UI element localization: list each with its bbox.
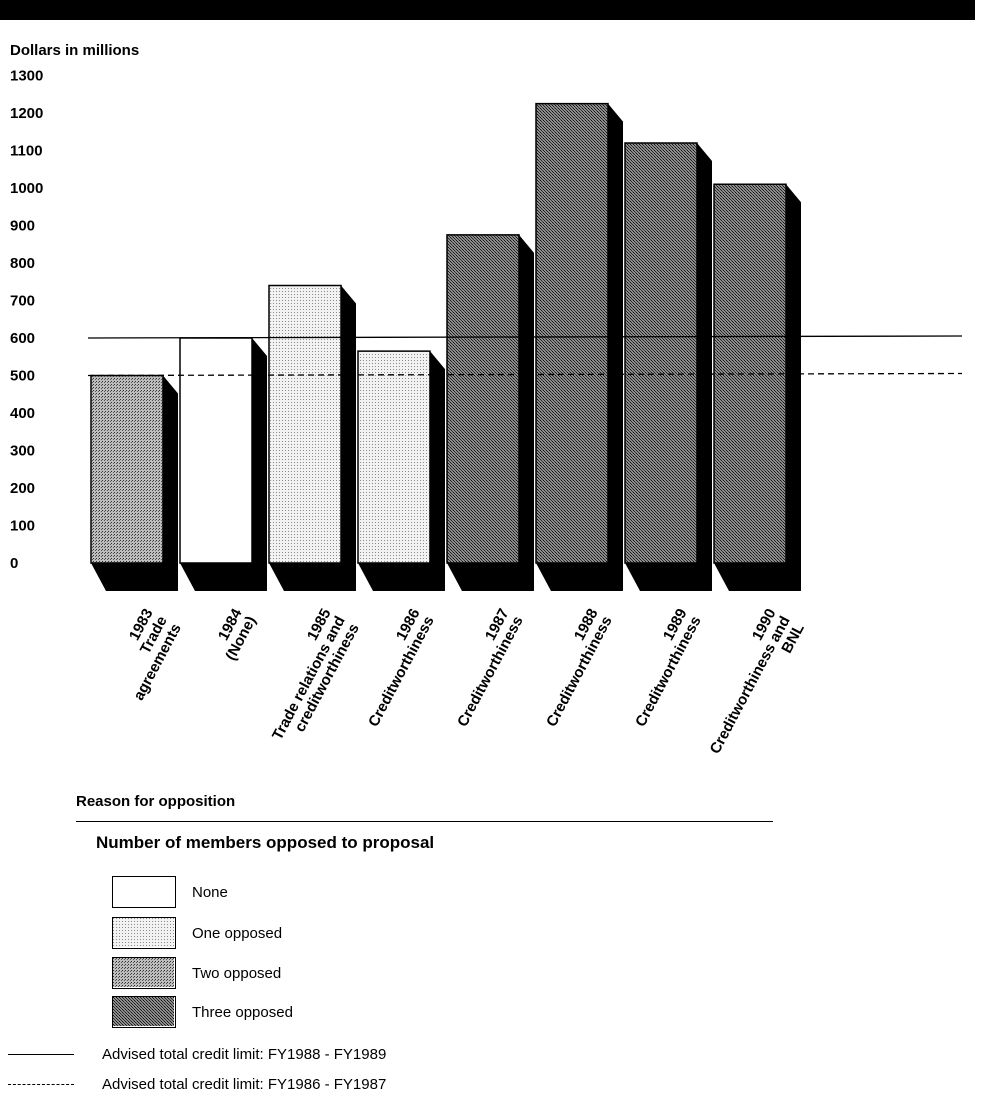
x-tick-label: 1983Tradeagreements — [102, 606, 185, 703]
bar-side — [608, 103, 623, 591]
legend-swatch-two-opposed — [112, 957, 176, 989]
bar-base — [358, 563, 445, 591]
y-tick-label: 500 — [10, 368, 35, 385]
bar — [90, 374, 164, 564]
y-tick-label: 1200 — [10, 105, 43, 122]
legend-item-two-opposed: Two opposed — [112, 957, 281, 989]
bar-base — [180, 563, 267, 591]
x-tick-label: 1985Trade relations andcreditworthiness — [255, 606, 363, 750]
legend-label: Two opposed — [192, 964, 282, 982]
bar-base — [91, 563, 178, 591]
bar-base — [269, 563, 356, 591]
legend-swatch-three-opposed — [112, 996, 176, 1028]
bar-side — [341, 285, 356, 591]
bar-group — [446, 234, 534, 591]
dashed-line-sample — [8, 1084, 74, 1085]
bar-side — [252, 338, 267, 591]
line-legend-label: Advised total credit limit: FY1988 - FY1… — [102, 1046, 387, 1063]
bar-base — [714, 563, 801, 591]
bar-group — [268, 284, 356, 591]
top-bar — [0, 0, 975, 20]
legend-swatch-none — [112, 876, 176, 908]
y-axis-ticks: 1300120011001000900800700600500400300200… — [10, 68, 43, 573]
bar — [179, 337, 253, 564]
y-tick-label: 1300 — [10, 68, 43, 85]
bar-side — [430, 351, 445, 591]
x-tick-label: 1984(None) — [208, 605, 260, 663]
y-tick-label: 100 — [10, 518, 35, 535]
legend-swatch-one-opposed — [112, 917, 176, 949]
x-tick-label: 1986Creditworthiness — [351, 606, 438, 730]
y-tick-label: 600 — [10, 330, 35, 347]
solid-reference-line — [87, 335, 963, 339]
y-tick-label: 0 — [10, 555, 18, 572]
legend-label: Three opposed — [192, 1003, 293, 1021]
y-tick-label: 300 — [10, 443, 35, 460]
bar-side — [697, 143, 712, 591]
bar-base — [447, 563, 534, 591]
y-tick-label: 700 — [10, 293, 35, 310]
reference-lines — [87, 335, 963, 377]
y-tick-label: 900 — [10, 218, 35, 235]
bar-group — [179, 337, 267, 591]
y-tick-label: 1000 — [10, 180, 43, 197]
bar-group — [357, 350, 445, 591]
bar — [446, 234, 520, 564]
y-tick-label: 200 — [10, 480, 35, 497]
bar — [624, 142, 698, 564]
bar-chart: 1300120011001000900800700600500400300200… — [10, 68, 963, 764]
bar-side — [786, 184, 801, 591]
bar-group — [713, 183, 801, 591]
y-tick-label: 1100 — [10, 143, 43, 160]
line-legend-solid: Advised total credit limit: FY1988 - FY1… — [8, 1046, 386, 1063]
line-legend-dashed: Advised total credit limit: FY1986 - FY1… — [8, 1076, 386, 1093]
bar-group — [535, 102, 623, 591]
bar-group — [624, 142, 712, 591]
x-axis-label: Reason for opposition — [76, 793, 236, 810]
dashed-reference-line — [87, 372, 963, 377]
x-axis-ticks: 1983Tradeagreements 1984(None) 1985Trade r… — [102, 605, 808, 764]
legend-divider — [76, 821, 773, 822]
legend-item-none: None — [112, 876, 228, 908]
legend-label: One opposed — [192, 924, 283, 942]
legend-item-one-opposed: One opposed — [112, 917, 282, 949]
bar — [268, 284, 342, 564]
x-tick-label: 1988Creditworthiness — [529, 606, 616, 730]
x-tick-label: 1987Creditworthiness — [440, 606, 527, 730]
legend-label: None — [192, 883, 228, 901]
bars — [90, 102, 801, 591]
bar-side — [519, 234, 534, 591]
legend-title: Number of members opposed to proposal — [96, 833, 435, 852]
bar — [357, 350, 431, 564]
bar-group — [90, 374, 178, 591]
y-tick-label: 400 — [10, 405, 35, 422]
legend-item-three-opposed: Three opposed — [112, 996, 293, 1028]
x-tick-label: 1989Creditworthiness — [618, 606, 705, 730]
bar-side — [163, 375, 178, 591]
y-tick-label: 800 — [10, 255, 35, 272]
x-tick-label: 1990Creditworthiness andBNL — [693, 606, 808, 764]
bar — [535, 102, 609, 564]
bar-base — [536, 563, 623, 591]
y-axis-label: Dollars in millions — [10, 42, 140, 59]
line-legend-label: Advised total credit limit: FY1986 - FY1… — [102, 1076, 387, 1093]
bar-base — [625, 563, 712, 591]
solid-line-sample — [8, 1054, 74, 1055]
